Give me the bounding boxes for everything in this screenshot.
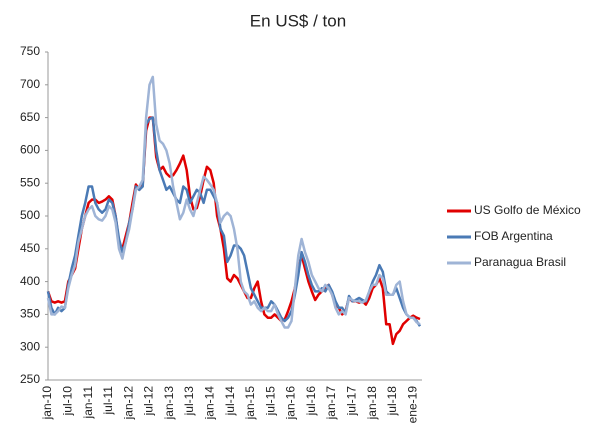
x-tick-label: jul-18 bbox=[385, 386, 399, 417]
y-tick-label: 400 bbox=[20, 274, 40, 288]
y-tick-label: 450 bbox=[20, 241, 40, 255]
y-tick-label: 550 bbox=[20, 175, 40, 189]
x-tick-label: jan-16 bbox=[284, 386, 298, 421]
x-tick-label: jan-15 bbox=[243, 386, 257, 421]
y-tick-label: 650 bbox=[20, 110, 40, 124]
x-tick-label: jul-16 bbox=[304, 386, 318, 417]
series-line bbox=[46, 116, 422, 327]
y-tick-label: 750 bbox=[20, 44, 40, 58]
y-tick-label: 350 bbox=[20, 307, 40, 321]
x-tick-label: jan-14 bbox=[202, 386, 216, 421]
x-tick-label: jan-13 bbox=[162, 386, 176, 421]
series-line bbox=[46, 75, 421, 329]
x-tick-label: ene-19 bbox=[405, 386, 419, 424]
x-tick-label: jan-18 bbox=[365, 386, 379, 421]
y-tick-label: 600 bbox=[20, 143, 40, 157]
y-tick-label: 500 bbox=[20, 208, 40, 222]
y-tick-label: 250 bbox=[20, 372, 40, 386]
legend-label: US Golfo de México bbox=[474, 203, 581, 217]
x-tick-label: jul-13 bbox=[182, 386, 196, 417]
x-tick-label: jul-14 bbox=[223, 386, 237, 417]
legend-label: Paranagua Brasil bbox=[474, 255, 566, 269]
x-tick-label: jul-10 bbox=[60, 386, 74, 417]
x-tick-label: jan-11 bbox=[81, 386, 95, 420]
x-tick-label: jan-10 bbox=[40, 386, 54, 421]
chart-title: En US$ / ton bbox=[250, 11, 346, 30]
y-tick-label: 700 bbox=[20, 77, 40, 91]
x-tick-label: jul-17 bbox=[345, 386, 359, 417]
y-tick-label: 300 bbox=[20, 339, 40, 353]
legend-label: FOB Argentina bbox=[474, 229, 553, 243]
x-tick-label: jul-12 bbox=[142, 386, 156, 417]
x-tick-label: jul-15 bbox=[263, 386, 277, 417]
x-tick-label: jan-17 bbox=[324, 386, 338, 421]
x-tick-label: jul-11 bbox=[101, 386, 115, 416]
x-tick-label: jan-12 bbox=[121, 386, 135, 421]
